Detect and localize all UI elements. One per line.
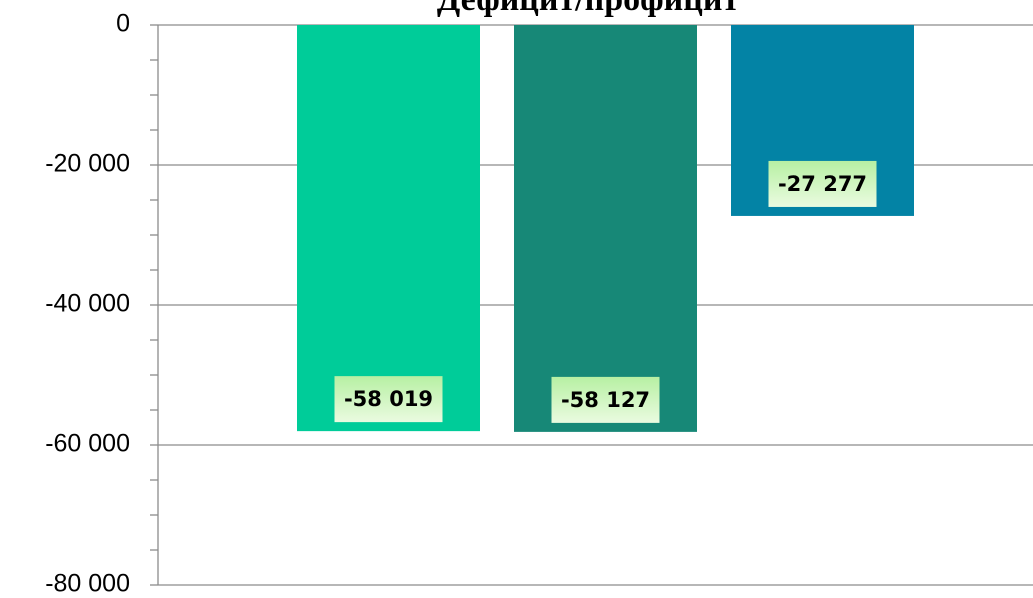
y-tick-label: 0 — [116, 10, 130, 38]
value-label-box — [768, 160, 877, 207]
value-label-box — [551, 376, 660, 423]
y-tick-label: -60 000 — [45, 430, 130, 458]
y-tick-label: -20 000 — [45, 150, 130, 178]
value-label: -58 127 — [561, 388, 650, 412]
chart-title: Дефицит/профицит — [437, 0, 740, 18]
bar — [514, 25, 697, 432]
value-label: -27 277 — [778, 172, 867, 196]
value-label-box — [334, 376, 443, 423]
bar — [297, 25, 480, 432]
y-tick-label: -40 000 — [45, 290, 130, 318]
y-tick-label: -80 000 — [45, 570, 130, 598]
value-label: -58 019 — [344, 387, 433, 411]
